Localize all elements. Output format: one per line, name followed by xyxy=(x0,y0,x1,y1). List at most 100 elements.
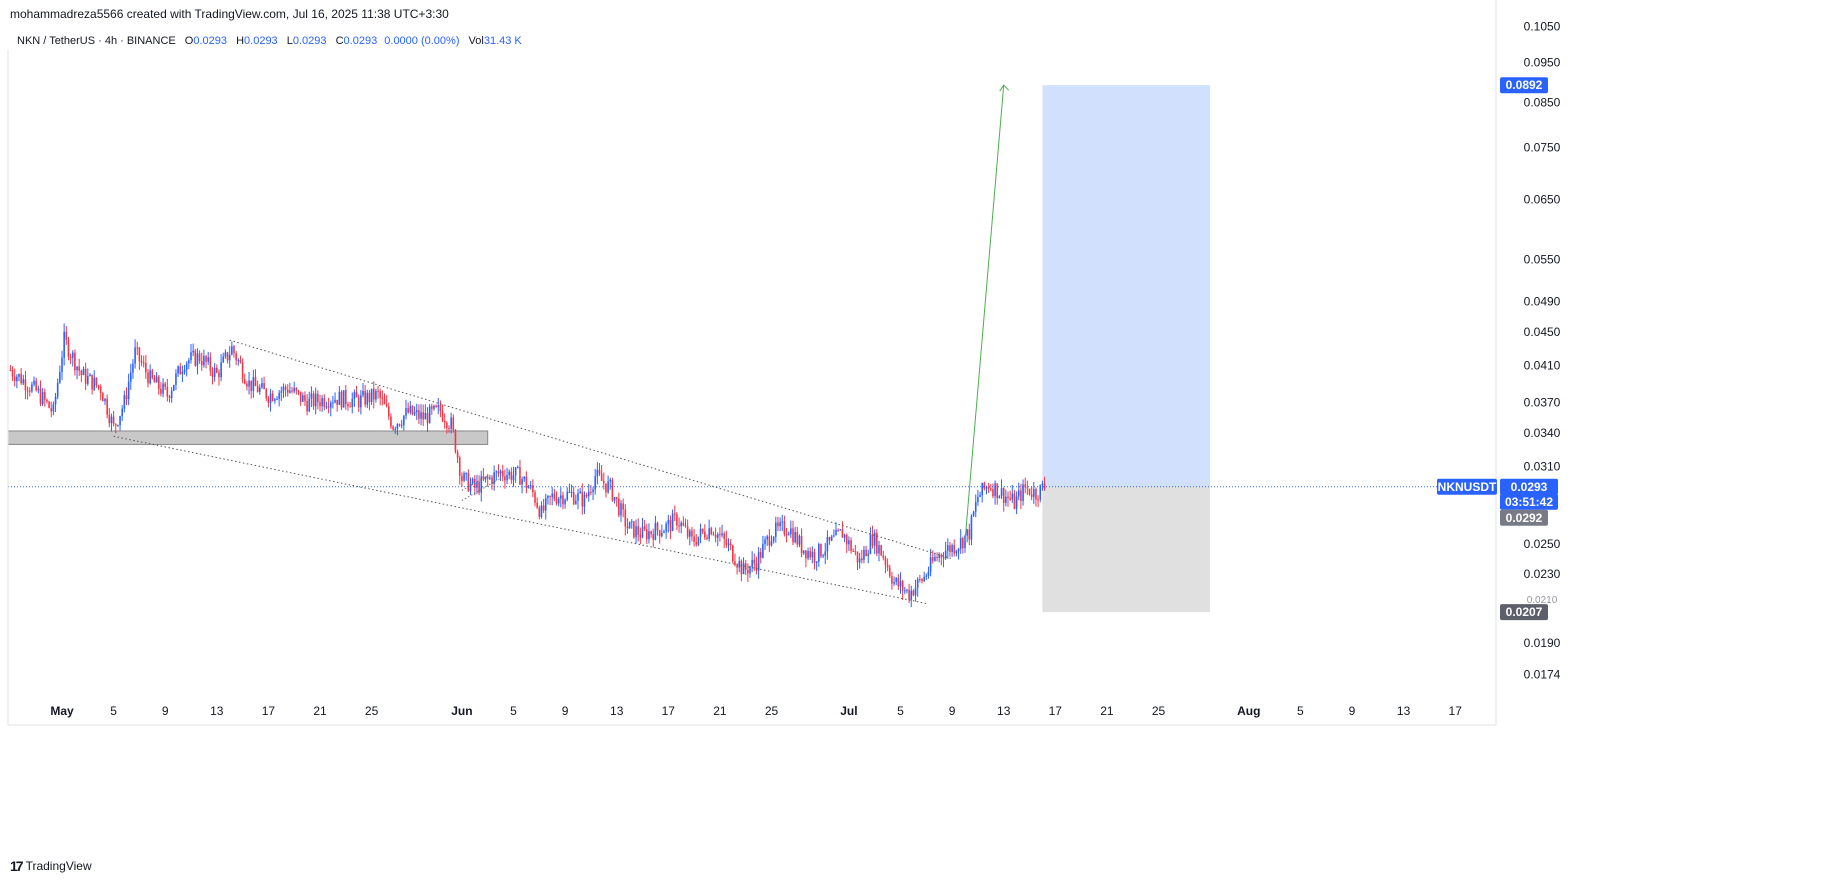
stop-zone[interactable] xyxy=(1042,486,1211,613)
candle-body xyxy=(263,383,265,390)
price-tick-label: 0.0490 xyxy=(1524,294,1561,308)
candle xyxy=(678,517,680,533)
candle-body xyxy=(112,416,115,424)
candle xyxy=(52,401,55,416)
candle-body xyxy=(16,376,18,382)
candle xyxy=(738,556,741,573)
candle-body xyxy=(1030,494,1033,497)
candle-body xyxy=(274,399,276,401)
candle-body xyxy=(869,534,872,554)
candle xyxy=(936,552,938,562)
candle-body xyxy=(779,522,781,527)
candle-body xyxy=(714,535,717,538)
candle-body xyxy=(981,482,983,496)
candle-body xyxy=(9,370,12,372)
candle xyxy=(388,402,390,420)
candle-body xyxy=(1020,490,1022,501)
candle-body xyxy=(581,491,584,507)
candle-body xyxy=(375,390,377,400)
candle xyxy=(276,396,278,401)
candle-body xyxy=(775,522,777,538)
candle xyxy=(78,358,80,377)
candle xyxy=(366,389,369,409)
candle xyxy=(575,494,577,505)
candle xyxy=(740,559,743,582)
candle-body xyxy=(770,541,773,546)
candle xyxy=(863,545,865,564)
candle-body xyxy=(648,531,650,540)
candle xyxy=(542,498,545,514)
candle-body xyxy=(480,476,483,493)
candle xyxy=(437,397,440,415)
candle-body xyxy=(1015,496,1018,509)
price-tick-label: 0.0750 xyxy=(1524,141,1561,155)
candle xyxy=(317,390,319,410)
candle xyxy=(852,548,854,552)
candle xyxy=(471,477,474,485)
candle-body xyxy=(441,411,444,421)
target-price-badge: 0.0892 xyxy=(1500,77,1548,94)
candle xyxy=(138,346,141,370)
candle-body xyxy=(624,509,627,527)
candle xyxy=(639,527,642,545)
candle-body xyxy=(166,386,169,397)
candle xyxy=(807,547,809,561)
candle-body xyxy=(538,507,541,517)
upper-trendline[interactable] xyxy=(229,339,953,560)
candle-body xyxy=(532,485,534,493)
trendlines-layer[interactable] xyxy=(8,84,1495,604)
candle xyxy=(224,349,227,359)
symbol-title[interactable]: NKN / TetherUS · 4h · BINANCE xyxy=(17,35,176,47)
candle-body xyxy=(392,426,394,430)
candle-body xyxy=(729,543,732,546)
candle xyxy=(147,368,149,388)
candle-body xyxy=(203,356,205,366)
candle-body xyxy=(747,569,749,574)
candle-body xyxy=(680,522,682,527)
candle-body xyxy=(585,494,588,497)
symbol-legend[interactable]: NKN / TetherUS · 4h · BINANCE O0.0293 H0… xyxy=(17,35,522,47)
candle xyxy=(140,355,143,367)
tradingview-footer[interactable]: 17 TradingView xyxy=(10,858,92,874)
flag-upper-line[interactable] xyxy=(461,475,488,491)
price-tick-label: 0.0174 xyxy=(1524,668,1561,682)
low-value: 0.0293 xyxy=(292,35,327,47)
candle xyxy=(568,483,571,493)
candle xyxy=(489,474,491,481)
candle-body xyxy=(22,379,25,384)
target-zone[interactable] xyxy=(1042,85,1211,487)
candle-body xyxy=(357,397,360,408)
candle xyxy=(501,464,504,482)
candle-body xyxy=(725,539,728,545)
candle-body xyxy=(783,521,786,535)
candle-body xyxy=(587,491,590,497)
candle xyxy=(570,484,573,498)
candle-body xyxy=(456,452,459,458)
drawings-layer[interactable] xyxy=(7,85,1211,613)
hidden-tick-label: 0.0210 xyxy=(1527,595,1558,606)
time-axis[interactable]: May 5 9 13 17 21 25 Jun 5 9 13 17 21 25 Jul 5 9 13 17 21 25 A… xyxy=(7,50,1496,726)
candle-body xyxy=(162,383,164,394)
candle-body xyxy=(52,404,55,412)
candle xyxy=(1011,485,1014,504)
candle-body xyxy=(177,366,179,374)
price-tick-label: 0.0650 xyxy=(1524,192,1561,206)
candle-body xyxy=(310,393,313,399)
price-axis[interactable]: 0.1050 0.0950 0.0850 0.0750 0.0650 0.0550 0.04… xyxy=(1495,0,1561,725)
candle xyxy=(304,391,306,407)
candle xyxy=(701,528,704,535)
support-zone[interactable] xyxy=(7,430,489,445)
flag-lower-line[interactable] xyxy=(461,477,501,502)
candle-body xyxy=(327,406,330,408)
candle-body xyxy=(523,476,526,480)
candle-body xyxy=(820,543,822,557)
candle-body xyxy=(983,482,986,489)
projection-arrow[interactable] xyxy=(964,85,1005,542)
candle-body xyxy=(415,410,418,413)
candle-body xyxy=(145,362,147,373)
candle xyxy=(628,521,631,529)
candle-body xyxy=(540,505,543,517)
candle xyxy=(966,528,968,543)
candle xyxy=(377,385,379,399)
